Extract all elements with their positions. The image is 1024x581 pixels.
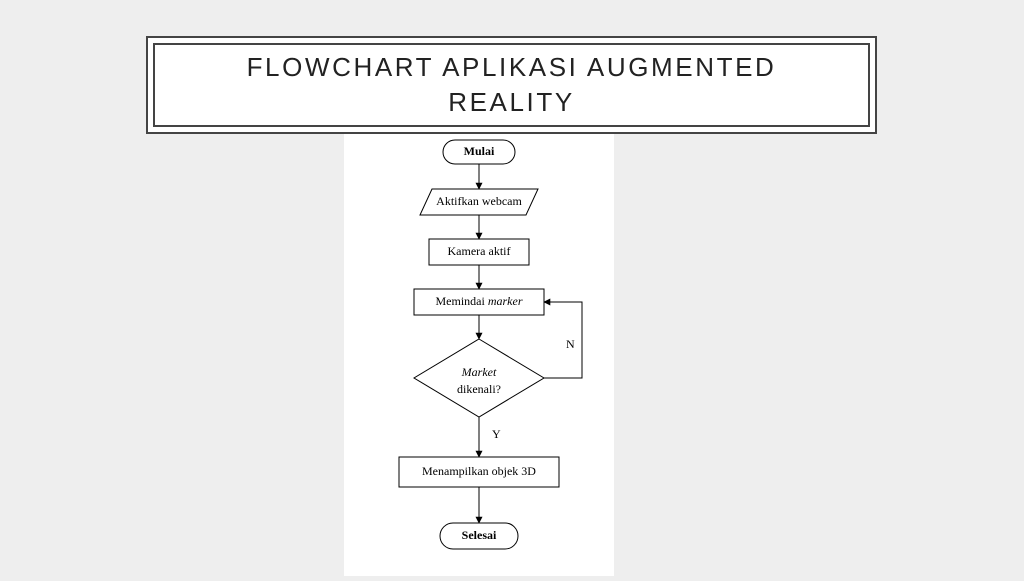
flowchart-svg: Y N Mulai Aktifkan webcam Kamera aktif Memind… xyxy=(344,134,614,576)
page-title: FLOWCHART APLIKASI AUGMENTED REALITY xyxy=(195,50,828,120)
edge-label: N xyxy=(566,337,575,351)
title-inner-frame: FLOWCHART APLIKASI AUGMENTED REALITY xyxy=(153,43,870,127)
node-webcam: Aktifkan webcam xyxy=(420,189,538,215)
flowchart-panel: Y N Mulai Aktifkan webcam Kamera aktif Memind… xyxy=(344,134,614,576)
node-label: Selesai xyxy=(462,528,497,542)
node-label: dikenali? xyxy=(457,382,501,396)
title-outer-frame: FLOWCHART APLIKASI AUGMENTED REALITY xyxy=(146,36,877,134)
node-dec: Market dikenali? xyxy=(414,339,544,417)
node-label: Mulai xyxy=(464,144,495,158)
node-label: Kamera aktif xyxy=(448,244,511,258)
node-label: Menampilkan objek 3D xyxy=(422,464,536,478)
edge-label: Y xyxy=(492,427,501,441)
node-start: Mulai xyxy=(443,140,515,164)
node-label: Memindai marker xyxy=(436,294,523,308)
node-label: Market xyxy=(461,365,497,379)
node-show: Menampilkan objek 3D xyxy=(399,457,559,487)
node-end: Selesai xyxy=(440,523,518,549)
edge-dec-no-scan xyxy=(544,302,582,378)
node-scan: Memindai marker xyxy=(414,289,544,315)
node-label: Aktifkan webcam xyxy=(436,194,522,208)
node-cam: Kamera aktif xyxy=(429,239,529,265)
